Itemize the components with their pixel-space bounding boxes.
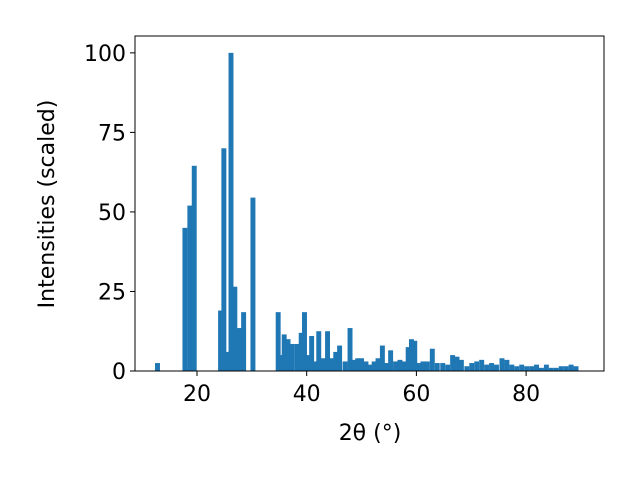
bar xyxy=(458,359,464,371)
bar xyxy=(514,366,520,371)
bar xyxy=(416,363,422,371)
bar xyxy=(568,364,574,371)
bar xyxy=(309,336,315,371)
bar xyxy=(333,351,339,371)
bar xyxy=(401,361,407,371)
plot-frame xyxy=(134,35,605,372)
x-tick-label: 60 xyxy=(402,382,430,407)
bar xyxy=(232,286,238,371)
x-tick-label: 80 xyxy=(512,382,540,407)
bar xyxy=(383,363,389,371)
bar xyxy=(221,148,227,371)
y-tick-label: 50 xyxy=(98,201,126,226)
bar xyxy=(236,328,242,371)
bar xyxy=(316,331,322,371)
bar xyxy=(499,358,505,371)
bar xyxy=(379,345,385,371)
bar xyxy=(359,358,365,371)
bar xyxy=(543,364,549,371)
bar xyxy=(342,361,348,371)
bar xyxy=(479,359,485,371)
bar xyxy=(328,358,334,371)
bar xyxy=(351,359,357,371)
bar xyxy=(155,363,160,371)
bar xyxy=(285,339,291,371)
bar xyxy=(228,52,234,371)
bar xyxy=(553,367,559,371)
bar xyxy=(305,355,311,371)
bar xyxy=(489,363,495,371)
bar xyxy=(429,348,435,371)
bar xyxy=(548,367,554,371)
y-tick-label: 0 xyxy=(112,360,126,385)
bar xyxy=(393,361,399,371)
bar xyxy=(388,350,394,371)
bar xyxy=(363,361,369,371)
bar xyxy=(405,347,411,371)
bar xyxy=(474,361,480,371)
bar xyxy=(397,359,403,371)
bar xyxy=(412,340,418,371)
y-tick-label: 100 xyxy=(84,42,126,67)
bar xyxy=(529,366,535,371)
x-axis-label: 2θ (°) xyxy=(339,421,402,446)
bar xyxy=(278,355,284,371)
y-tick-label: 25 xyxy=(98,280,126,305)
bar xyxy=(434,363,440,371)
x-tick-label: 40 xyxy=(293,382,321,407)
y-axis-label: Intensities (scaled) xyxy=(35,100,60,309)
bar xyxy=(313,361,318,371)
bar xyxy=(538,367,544,371)
bar xyxy=(464,366,470,371)
bar xyxy=(445,364,451,371)
bar xyxy=(440,363,446,371)
bar xyxy=(504,359,510,371)
bar xyxy=(241,312,247,371)
bar xyxy=(408,339,414,371)
bar xyxy=(534,364,539,371)
bar xyxy=(454,356,460,371)
bar xyxy=(519,364,525,371)
bar xyxy=(558,366,564,371)
bar xyxy=(289,343,295,371)
x-tick-label: 20 xyxy=(183,382,211,407)
bar xyxy=(187,205,193,371)
bar xyxy=(275,312,281,371)
bar xyxy=(320,358,326,371)
bar xyxy=(524,366,530,371)
bar xyxy=(191,165,197,371)
bar xyxy=(250,197,256,371)
bar xyxy=(494,364,499,371)
bar xyxy=(450,355,456,371)
bar xyxy=(355,358,361,371)
bar xyxy=(371,361,377,371)
bar xyxy=(420,361,426,371)
bar xyxy=(294,343,300,371)
y-tick-label: 75 xyxy=(98,121,126,146)
bar xyxy=(298,332,304,371)
bar xyxy=(218,310,224,371)
bar xyxy=(509,364,515,371)
bar xyxy=(337,345,343,371)
bar xyxy=(182,227,188,371)
bar xyxy=(325,331,331,371)
bar xyxy=(302,312,307,371)
bar xyxy=(367,364,373,371)
bar xyxy=(424,361,430,371)
bar xyxy=(347,328,353,371)
bar xyxy=(573,366,579,371)
bar xyxy=(469,363,475,371)
bar xyxy=(281,334,287,371)
bar xyxy=(375,358,381,371)
bar xyxy=(225,351,231,371)
bar xyxy=(563,366,569,371)
bar xyxy=(484,364,490,371)
